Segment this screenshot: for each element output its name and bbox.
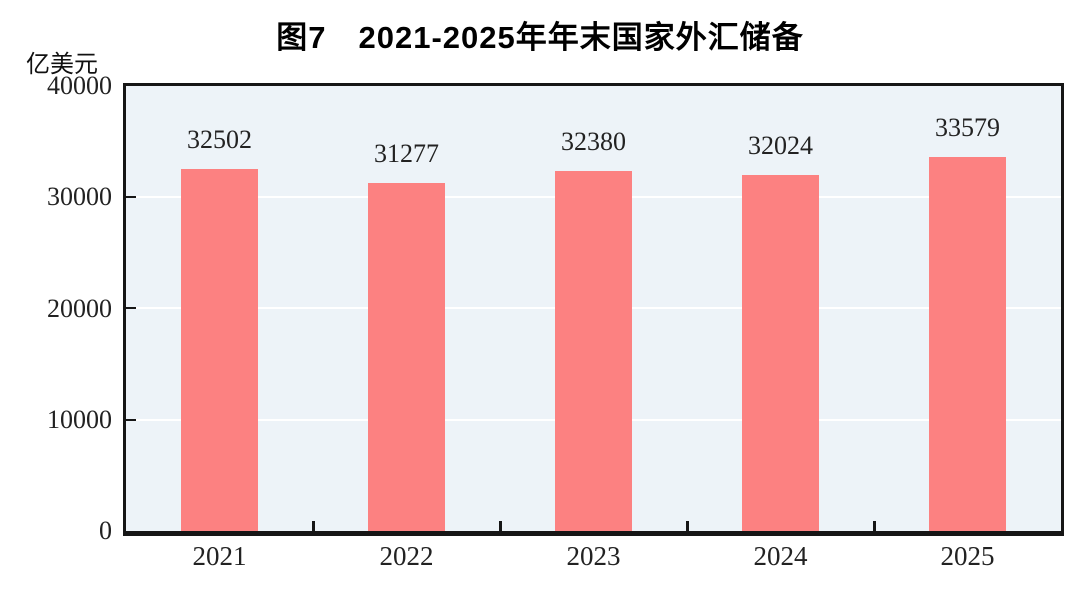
y-tick-label-0: 0 <box>99 516 112 545</box>
value-label-2023: 32380 <box>561 127 626 156</box>
x-axis-label-2024: 2024 <box>753 541 808 571</box>
y-axis-unit-label: 亿美元 <box>26 52 98 78</box>
y-tickmark-20000 <box>126 307 136 309</box>
x-tickmark-3 <box>686 521 689 531</box>
y-tick-label-40000: 40000 <box>47 71 112 100</box>
x-axis-label-2023: 2023 <box>566 541 621 571</box>
value-label-2024: 32024 <box>748 131 813 160</box>
x-axis-label-2021: 2021 <box>192 541 247 571</box>
bar-2025 <box>929 157 1006 531</box>
value-label-2022: 31277 <box>374 139 439 168</box>
y-tick-label-10000: 10000 <box>47 405 112 434</box>
value-label-2025: 33579 <box>935 113 1000 142</box>
x-tickmark-4 <box>873 521 876 531</box>
value-label-2021: 32502 <box>187 125 252 154</box>
plot-inner: 32502 31277 32380 32024 33579 <box>126 86 1061 531</box>
x-tickmark-2 <box>499 521 502 531</box>
x-tickmark-1 <box>312 521 315 531</box>
y-axis-tick-labels: 0 10000 20000 30000 40000 <box>0 73 112 544</box>
bar-2021 <box>181 169 258 531</box>
bar-2024 <box>742 175 819 531</box>
x-axis-label-2022: 2022 <box>379 541 434 571</box>
chart-title: 图7 2021-2025年年末国家外汇储备 <box>276 20 804 55</box>
y-tickmark-30000 <box>126 196 136 198</box>
bar-2023 <box>555 171 632 531</box>
y-tick-label-20000: 20000 <box>47 294 112 323</box>
y-tickmark-10000 <box>126 419 136 421</box>
bar-2022 <box>368 183 445 531</box>
x-axis-labels: 2021 2022 2023 2024 2025 <box>126 543 1061 570</box>
plot-area: 32502 31277 32380 32024 33579 <box>123 83 1064 536</box>
y-tick-label-30000: 30000 <box>47 182 112 211</box>
x-axis-label-2025: 2025 <box>940 541 995 571</box>
